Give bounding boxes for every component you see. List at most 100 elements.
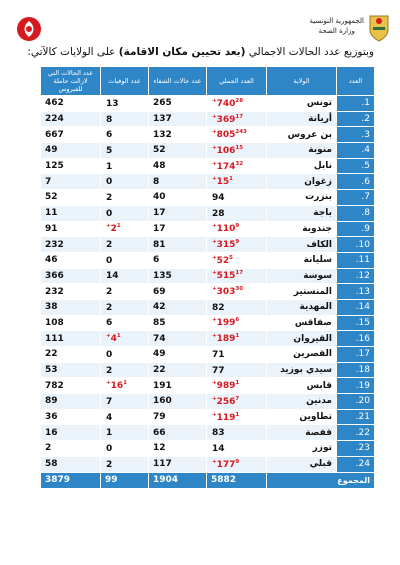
total-cell: 83 <box>206 424 267 442</box>
governorate-name: تطاوين <box>266 408 337 426</box>
total-delta: 243+ <box>212 129 247 136</box>
active-value: 224 <box>40 110 101 128</box>
governorate-name: نابل <box>266 157 337 175</box>
total-value: 177 <box>216 459 236 470</box>
recovered-value: 12 <box>148 440 207 457</box>
recovered-value: 135 <box>148 267 207 285</box>
total-value: 71 <box>212 349 225 360</box>
total-cell: 51517+ <box>206 267 267 285</box>
table-row: 23. توزر 14 12 0 2 <box>40 440 375 457</box>
active-value: 2 <box>40 440 101 457</box>
governorate-name: المهدية <box>266 298 337 316</box>
deaths-cell: 14 <box>100 267 149 285</box>
total-delta: 28+ <box>212 97 244 104</box>
table-row: 3. بن عروس 805243+ 132 6 667 <box>40 126 375 144</box>
table-row: 6. زغوان 151+ 8 0 7 <box>40 173 375 191</box>
recovered-value: 132 <box>148 126 207 144</box>
total-cell: 151+ <box>206 173 267 191</box>
active-value: 125 <box>40 157 101 175</box>
governorate-name: سيدي بوزيد <box>266 361 337 379</box>
deaths-cell: 0 <box>100 204 149 222</box>
total-cell: 94 <box>206 189 267 206</box>
total-delta: 5+ <box>212 254 233 261</box>
total-value: 94 <box>212 192 225 203</box>
total-value: 303 <box>216 287 236 298</box>
deaths-value: 2 <box>106 240 113 251</box>
governorate-name: القيروان <box>266 330 337 347</box>
governorate-name: صفاقس <box>266 314 337 332</box>
total-value: 119 <box>216 412 236 423</box>
table-row: 19. قابس 9891+ 191 161+ 782 <box>40 377 375 395</box>
governorate-name: جندوبة <box>266 220 337 238</box>
total-delta: 9+ <box>212 239 240 246</box>
recovered-value: 42 <box>148 298 207 316</box>
deaths-cell: 21+ <box>100 220 149 238</box>
totals-active: 3879 <box>40 471 101 489</box>
active-value: 53 <box>40 361 101 379</box>
total-delta: 30+ <box>212 286 244 293</box>
row-number: 24. <box>336 455 375 473</box>
recovered-value: 8 <box>148 173 207 191</box>
intro-bold: (بعد تحيين مكان الاقامة) <box>118 46 246 58</box>
total-value: 369 <box>216 114 236 125</box>
deaths-delta: 1+ <box>106 333 121 340</box>
table-row: 1. تونس 74028+ 265 13 462 <box>40 95 375 112</box>
table-row: 14. المهدية 82 42 2 38 <box>40 298 375 316</box>
total-cell: 28 <box>206 204 267 222</box>
total-cell: 2567+ <box>206 393 267 410</box>
total-value: 77 <box>212 365 225 376</box>
total-value: 52 <box>216 255 230 266</box>
total-cell: 1891+ <box>206 330 267 347</box>
recovered-value: 117 <box>148 455 207 473</box>
recovered-value: 17 <box>148 220 207 238</box>
deaths-cell: 6 <box>100 314 149 332</box>
total-delta: 17+ <box>212 113 244 120</box>
table-row: 15. صفاقس 1996+ 85 6 108 <box>40 314 375 332</box>
governorate-name: بنزرت <box>266 189 337 206</box>
governorate-name: منوبة <box>266 142 337 159</box>
deaths-value: 14 <box>106 271 119 282</box>
row-number: 7. <box>336 189 375 206</box>
row-number: 8. <box>336 204 375 222</box>
governorate-name: باجة <box>266 204 337 222</box>
table-row: 2. أريانة 36917+ 137 8 224 <box>40 110 375 128</box>
deaths-value: 2 <box>110 224 117 235</box>
total-cell: 805243+ <box>206 126 267 144</box>
deaths-value: 1 <box>106 428 113 439</box>
total-value: 199 <box>216 318 236 329</box>
total-value: 106 <box>216 145 236 156</box>
row-number: 6. <box>336 173 375 191</box>
government-heading: الجمهورية التونسية وزارة الصحة <box>309 16 364 36</box>
deaths-cell: 2 <box>100 298 149 316</box>
active-value: 111 <box>40 330 101 347</box>
deaths-delta: 1+ <box>106 380 127 387</box>
total-cell: 14 <box>206 440 267 457</box>
total-delta: 7+ <box>212 395 240 402</box>
totals-deaths: 99 <box>100 471 149 489</box>
header-recovered: عدد حالات الشفاء <box>148 66 207 96</box>
total-delta: 9+ <box>212 458 240 465</box>
recovered-value: 66 <box>148 424 207 442</box>
row-number: 15. <box>336 314 375 332</box>
table-row: 13. المنستير 30330+ 69 2 232 <box>40 283 375 300</box>
total-cell: 1996+ <box>206 314 267 332</box>
deaths-cell: 5 <box>100 142 149 159</box>
deaths-value: 2 <box>106 192 113 203</box>
total-value: 83 <box>212 428 225 439</box>
total-cell: 36917+ <box>206 110 267 128</box>
total-value: 110 <box>216 224 236 235</box>
deaths-cell: 2 <box>100 455 149 473</box>
total-cell: 1191+ <box>206 408 267 426</box>
total-value: 315 <box>216 240 236 251</box>
row-number: 5. <box>336 157 375 175</box>
totals-recovered: 1904 <box>148 471 207 489</box>
table-row: 24. قبلي 1779+ 117 2 58 <box>40 455 375 473</box>
governorate-name: قفصة <box>266 424 337 442</box>
deaths-cell: 2 <box>100 236 149 253</box>
total-cell: 1779+ <box>206 455 267 473</box>
table-row: 20. مدنين 2567+ 160 7 89 <box>40 393 375 410</box>
row-number: 13. <box>336 283 375 300</box>
row-number: 3. <box>336 126 375 144</box>
active-value: 7 <box>40 173 101 191</box>
total-cell: 9891+ <box>206 377 267 395</box>
